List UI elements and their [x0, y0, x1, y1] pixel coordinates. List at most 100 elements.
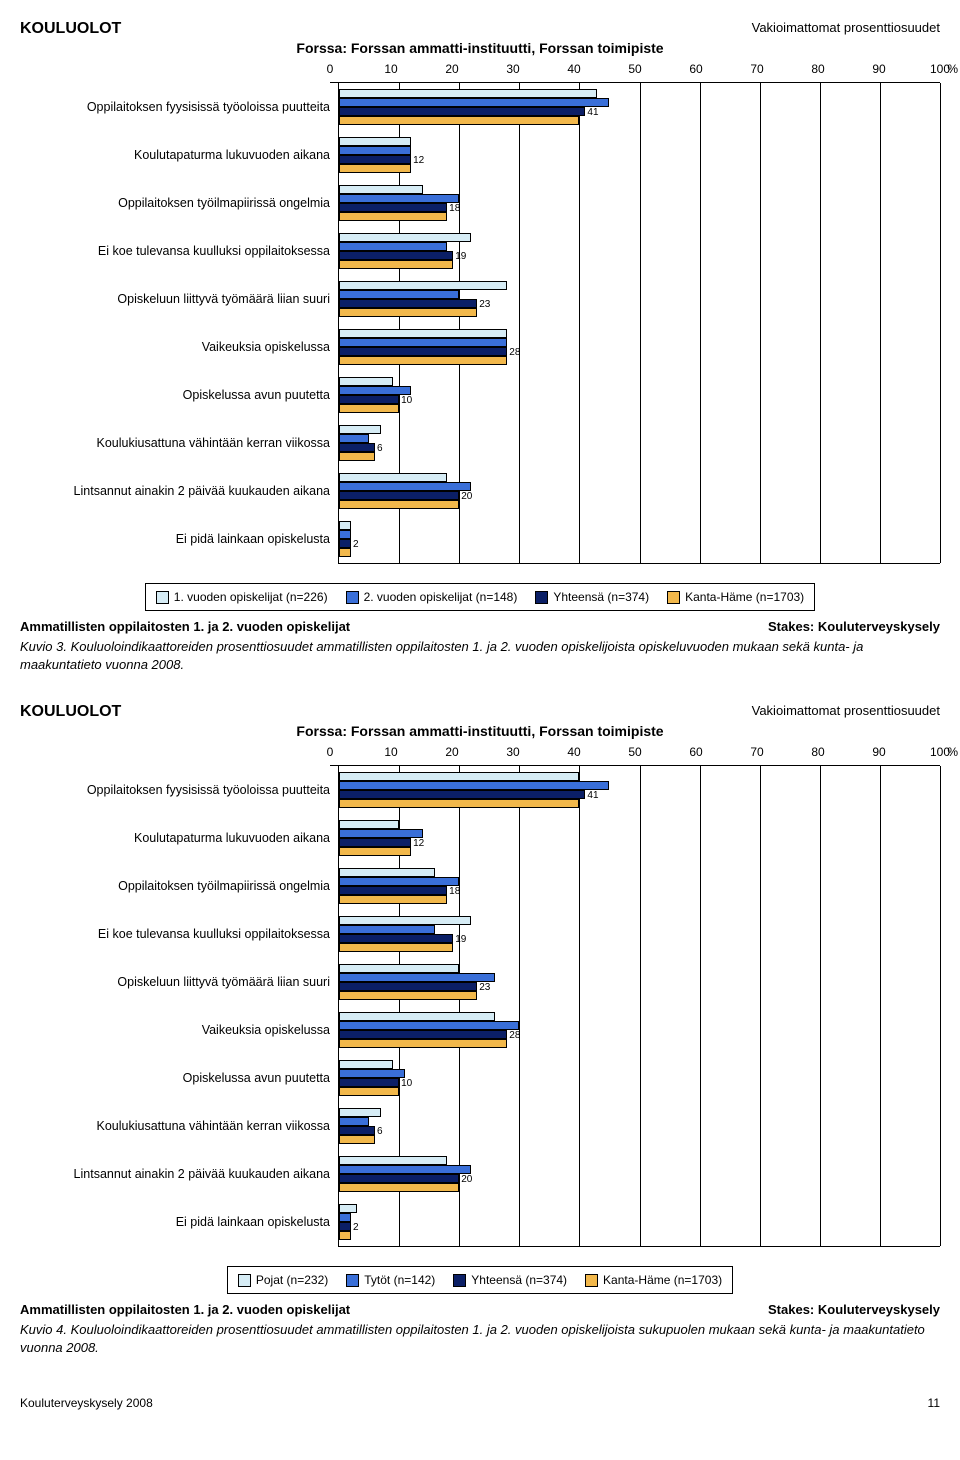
gridline — [519, 467, 520, 515]
chart2-footer-left: Ammatillisten oppilaitosten 1. ja 2. vuo… — [20, 1302, 350, 1317]
bar — [339, 89, 597, 98]
gridline — [640, 766, 641, 814]
bar — [339, 308, 477, 317]
gridline — [579, 862, 580, 910]
legend-label: 2. vuoden opiskelijat (n=148) — [364, 590, 518, 604]
gridline — [519, 227, 520, 275]
gridline — [579, 910, 580, 958]
bar-value: 19 — [455, 934, 466, 945]
gridline — [640, 862, 641, 910]
gridline — [700, 515, 701, 563]
gridline — [459, 419, 460, 467]
bar — [339, 164, 411, 173]
gridline — [940, 1054, 941, 1102]
x-tick: 20 — [445, 745, 458, 759]
legend-swatch — [453, 1274, 466, 1287]
legend-item: 2. vuoden opiskelijat (n=148) — [346, 590, 518, 604]
gridline — [579, 467, 580, 515]
bar — [339, 116, 579, 125]
gridline — [519, 131, 520, 179]
gridline — [399, 419, 400, 467]
gridline — [579, 419, 580, 467]
bar: 18 — [339, 886, 447, 895]
gridline — [820, 958, 821, 1006]
gridline — [880, 131, 881, 179]
gridline — [399, 371, 400, 419]
gridline — [940, 467, 941, 515]
bar — [339, 1204, 357, 1213]
bar — [339, 964, 459, 973]
bar: 41 — [339, 107, 585, 116]
legend-swatch — [238, 1274, 251, 1287]
bar — [339, 290, 459, 299]
bar — [339, 1039, 507, 1048]
chart2-title: KOULUOLOT — [20, 703, 121, 721]
bar — [339, 194, 459, 203]
bar: 41 — [339, 790, 585, 799]
bar — [339, 425, 381, 434]
bar — [339, 1117, 369, 1126]
gridline — [880, 1006, 881, 1054]
chart1-row-bars: 6 — [338, 419, 940, 467]
gridline — [640, 910, 641, 958]
gridline — [880, 1150, 881, 1198]
chart1-plot-wrap: Oppilaitoksen fyysisissä työoloissa puut… — [20, 83, 940, 563]
bar: 19 — [339, 251, 453, 260]
chart1-row-label: Koulukiusattuna vähintään kerran viikoss… — [20, 436, 338, 450]
gridline — [940, 910, 941, 958]
gridline — [579, 515, 580, 563]
chart2-x-axis: 0102030405060708090100% — [330, 745, 940, 766]
bar — [339, 338, 507, 347]
gridline — [760, 958, 761, 1006]
gridline — [579, 1102, 580, 1150]
x-tick: 60 — [689, 745, 702, 759]
gridline — [579, 814, 580, 862]
gridline — [760, 131, 761, 179]
gridline — [579, 371, 580, 419]
bar — [339, 1087, 399, 1096]
gridline — [760, 910, 761, 958]
bar — [339, 185, 423, 194]
chart2-row-bars: 41 — [338, 766, 940, 814]
legend-item: Pojat (n=232) — [238, 1273, 328, 1287]
chart2-row-label: Opiskeluun liittyvä työmäärä liian suuri — [20, 975, 338, 989]
gridline — [399, 1198, 400, 1246]
chart2-row-label: Ei pidä lainkaan opiskelusta — [20, 1215, 338, 1229]
chart2-legend: Pojat (n=232)Tytöt (n=142)Yhteensä (n=37… — [227, 1266, 733, 1294]
bar — [339, 847, 411, 856]
x-tick: 30 — [506, 745, 519, 759]
bar — [339, 482, 471, 491]
gridline — [640, 467, 641, 515]
bar: 23 — [339, 982, 477, 991]
chart1-x-axis: 0102030405060708090100% — [330, 62, 940, 83]
gridline — [700, 862, 701, 910]
gridline — [940, 814, 941, 862]
chart1-row-bars: 23 — [338, 275, 940, 323]
gridline — [519, 371, 520, 419]
gridline — [640, 227, 641, 275]
gridline — [940, 83, 941, 131]
gridline — [820, 179, 821, 227]
bar — [339, 916, 471, 925]
chart2-row: Opiskeluun liittyvä työmäärä liian suuri… — [20, 958, 940, 1006]
chart1-row-bars: 12 — [338, 131, 940, 179]
pct-label: % — [947, 62, 958, 76]
bar — [339, 973, 495, 982]
bar — [339, 895, 447, 904]
gridline — [940, 1198, 941, 1246]
chart1-row-bars: 28 — [338, 323, 940, 371]
chart2-row: Lintsannut ainakin 2 päivää kuukauden ai… — [20, 1150, 940, 1198]
gridline — [880, 275, 881, 323]
gridline — [399, 515, 400, 563]
gridline — [880, 910, 881, 958]
bar: 20 — [339, 491, 459, 500]
chart2-row-bars: 20 — [338, 1150, 940, 1198]
chart2-row-label: Vaikeuksia opiskelussa — [20, 1023, 338, 1037]
bar — [339, 434, 369, 443]
gridline — [820, 83, 821, 131]
x-tick: 40 — [567, 62, 580, 76]
gridline — [640, 958, 641, 1006]
x-tick: 70 — [750, 745, 763, 759]
gridline — [820, 515, 821, 563]
chart1-row: Vaikeuksia opiskelussa28 — [20, 323, 940, 371]
